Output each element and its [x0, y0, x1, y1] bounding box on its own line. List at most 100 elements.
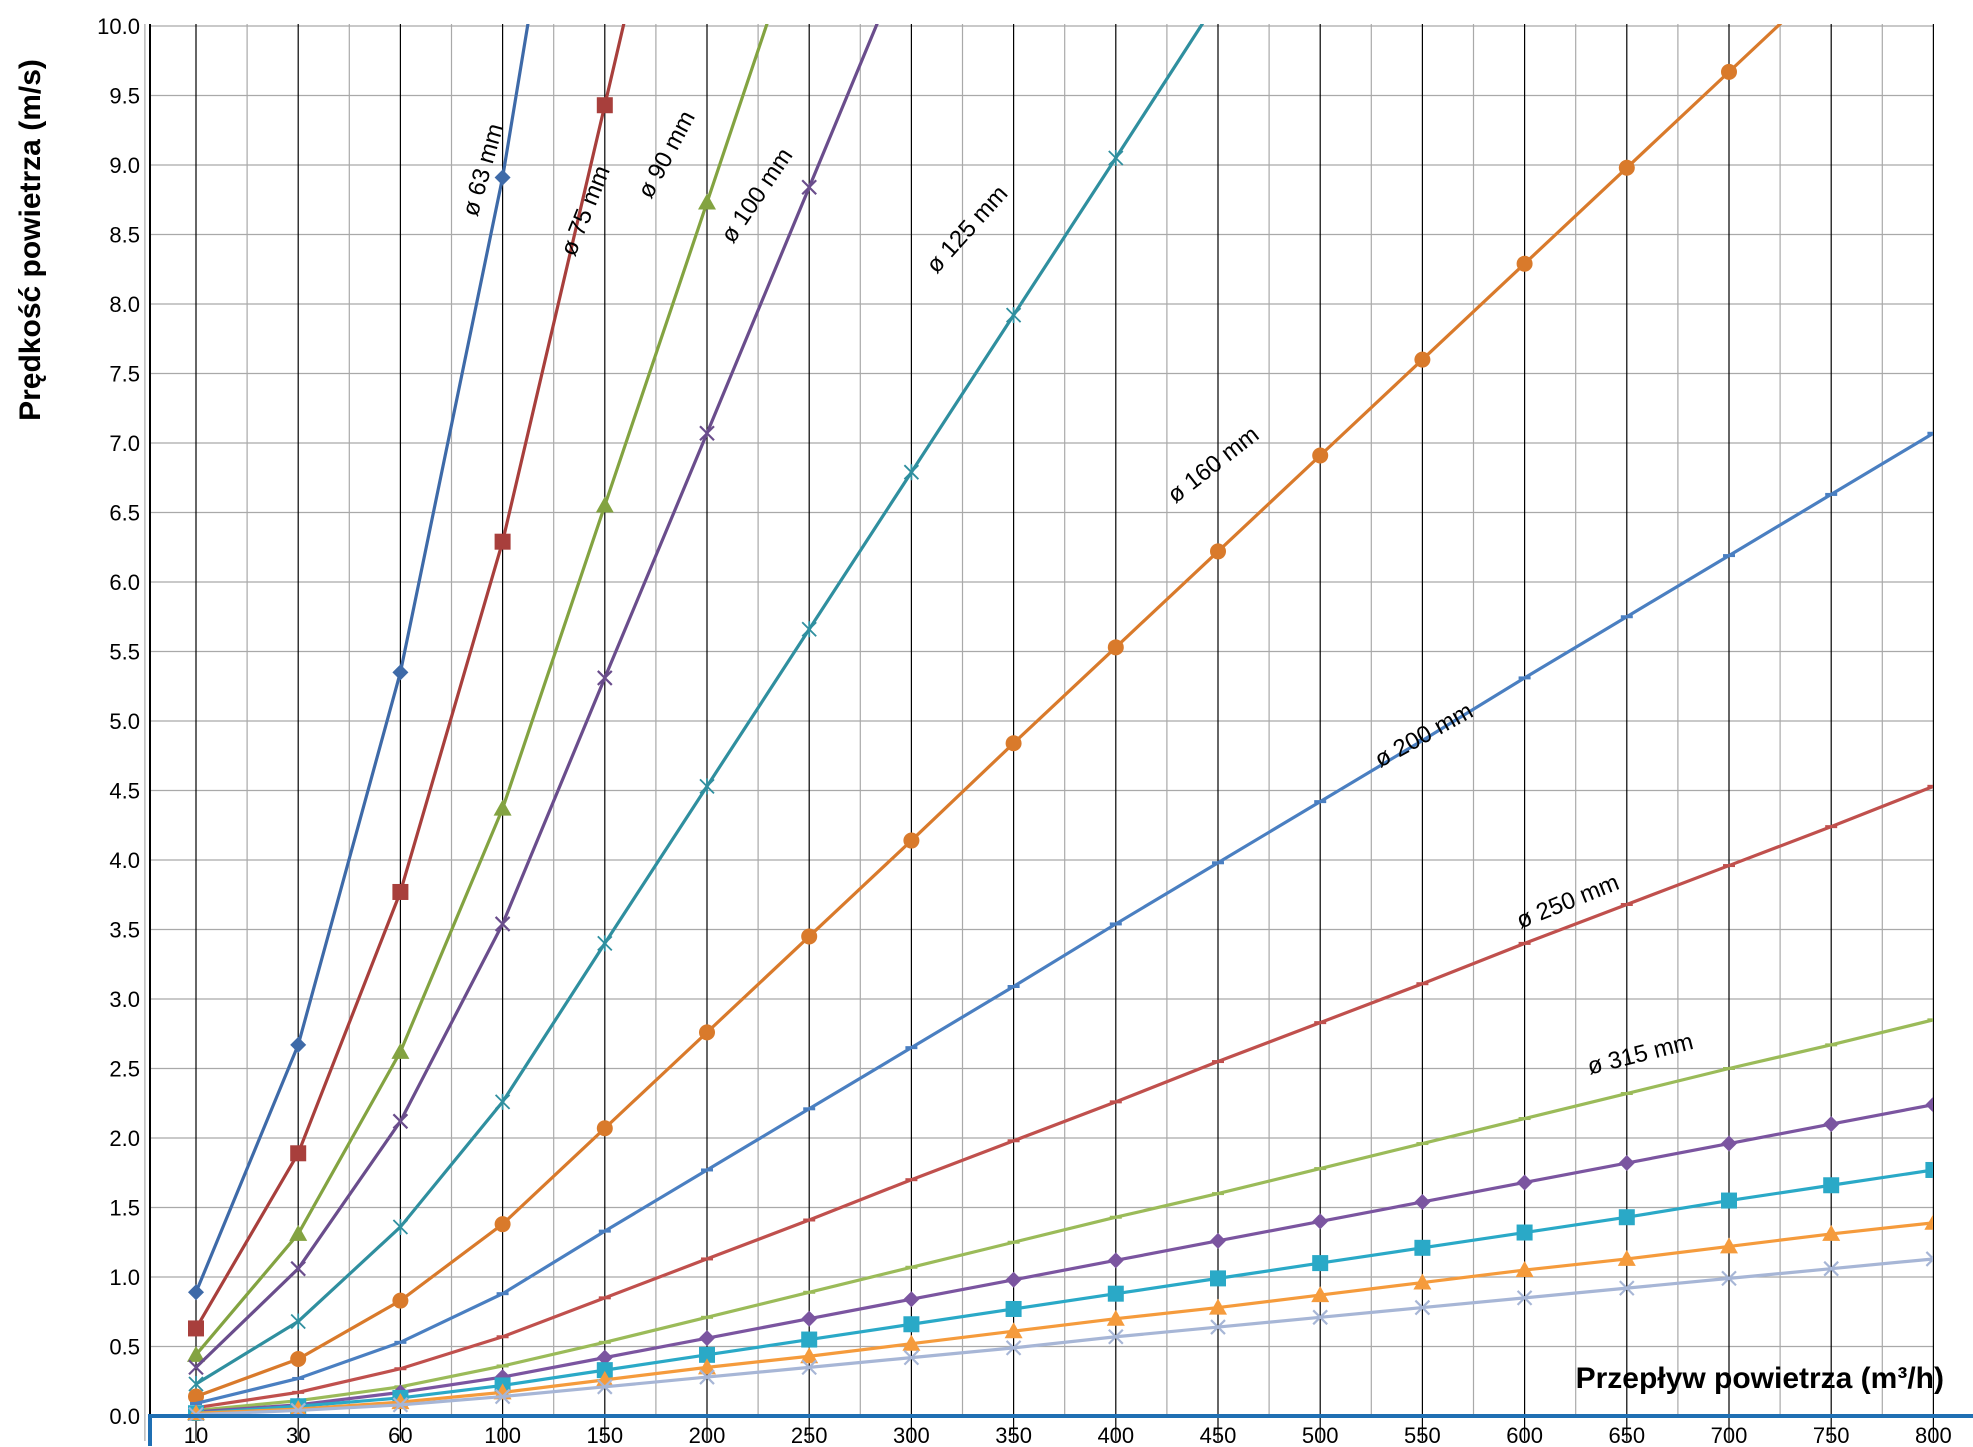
data-point: [188, 1320, 204, 1337]
y-tick-label: 3.5: [109, 918, 140, 943]
data-point: [1413, 1273, 1432, 1290]
data-point: [801, 1331, 818, 1348]
x-tick-label: 30: [286, 1423, 310, 1447]
y-tick-label: 0.0: [109, 1404, 140, 1429]
y-axis-label: Prędkość powietrza (m/s): [14, 59, 47, 421]
data-point: [1618, 1209, 1635, 1226]
data-point: [1515, 1261, 1534, 1278]
x-tick-label: 450: [1200, 1423, 1237, 1447]
data-point: [494, 1216, 511, 1233]
data-point: [188, 1388, 204, 1405]
y-tick-label: 8.0: [109, 292, 140, 317]
data-point: [1005, 735, 1022, 752]
data-point: [801, 928, 818, 945]
data-point: [801, 1359, 817, 1376]
data-point: [596, 1349, 613, 1366]
series-line: [195, 1257, 1933, 1417]
data-point: [597, 670, 613, 686]
data-point: [801, 179, 817, 196]
y-tick-label: 6.5: [109, 501, 140, 526]
x-axis-frame: [148, 1414, 1973, 1446]
data-point: [596, 97, 613, 114]
data-point: [1005, 307, 1022, 324]
series-line: [195, 784, 1933, 1410]
y-tick-label: 5.0: [109, 709, 140, 734]
data-point: [1312, 1309, 1328, 1326]
y-tick-label: 1.5: [109, 1196, 140, 1221]
axis-layer: 0.0 0.5 1.0 1.5 2.0 2.5 3.0 3.5 4.0 4.5 5.0 5.5 6.0 6…: [97, 14, 1973, 1447]
series-layer: [187, 24, 1933, 1421]
data-point: [698, 193, 716, 210]
data-point: [699, 1346, 715, 1363]
data-point: [1516, 1224, 1533, 1241]
x-tick-label: 150: [586, 1423, 623, 1447]
data-point: [698, 1358, 716, 1375]
data-point: [596, 1120, 613, 1137]
x-tick-label: 350: [995, 1423, 1032, 1447]
data-point: [903, 1291, 920, 1308]
data-point: [1209, 1298, 1227, 1315]
data-point: [1721, 1135, 1737, 1152]
series-line: [194, 24, 879, 1369]
data-point: [1822, 1224, 1841, 1241]
data-point: [1924, 1214, 1933, 1230]
annotation-layer: ø 63 mm ø 75 mm ø 90 mm ø 100 mm ø 125 mm ø 1…: [457, 106, 1696, 1080]
x-tick-label: 550: [1404, 1423, 1441, 1447]
diameter-annotation: ø 315 mm: [1585, 1028, 1696, 1080]
data-point: [1005, 1271, 1022, 1288]
data-point: [392, 1218, 409, 1235]
series-line: [194, 24, 626, 1330]
data-point: [290, 1351, 307, 1368]
series-line: [195, 1168, 1933, 1415]
data-point: [1414, 351, 1431, 368]
x-tick-label: 400: [1097, 1423, 1134, 1447]
series-line: [195, 1221, 1933, 1415]
data-point: [1312, 447, 1329, 464]
data-point: [699, 1024, 715, 1041]
y-tick-label: 4.0: [109, 848, 140, 873]
data-point: [188, 1284, 204, 1301]
data-point: [494, 1388, 511, 1405]
diameter-annotation: ø 100 mm: [716, 143, 799, 248]
data-point: [391, 1042, 410, 1059]
data-point: [595, 496, 614, 513]
data-point: [699, 425, 715, 442]
x-tick-label: 750: [1813, 1423, 1850, 1447]
diameter-annotation: ø 63 mm: [457, 121, 509, 219]
data-point: [290, 1145, 307, 1162]
data-point: [494, 1093, 511, 1110]
data-point: [290, 1036, 307, 1053]
data-point: [1721, 63, 1737, 80]
x-tick-label: 600: [1506, 1423, 1543, 1447]
series-line: [195, 24, 1205, 1386]
y-tick-label: 0.5: [109, 1335, 140, 1360]
data-point: [596, 1362, 613, 1379]
diameter-annotation: ø 125 mm: [921, 180, 1013, 278]
data-point: [1005, 1340, 1022, 1356]
data-point: [1516, 1290, 1533, 1306]
y-tick-label: 6.0: [109, 570, 140, 595]
data-point: [801, 621, 817, 638]
data-point: [1823, 1260, 1839, 1277]
data-point: [1618, 1155, 1635, 1172]
data-point: [1107, 1285, 1124, 1302]
data-point: [903, 1316, 920, 1333]
data-point: [1823, 1177, 1840, 1194]
data-point: [597, 1379, 613, 1395]
data-point: [1618, 159, 1635, 176]
data-point: [1107, 639, 1124, 656]
data-point: [1210, 543, 1226, 560]
data-point: [1210, 1270, 1226, 1287]
x-tick-label: 200: [689, 1423, 726, 1447]
x-tick-label: 500: [1302, 1423, 1339, 1447]
data-point: [1823, 1116, 1840, 1133]
x-tick-label: 700: [1711, 1423, 1748, 1447]
data-point: [1925, 1251, 1933, 1267]
y-tick-label: 7.5: [109, 362, 140, 387]
y-tick-label: 2.5: [109, 1057, 140, 1082]
data-point: [801, 1310, 818, 1327]
data-point: [289, 1224, 308, 1241]
data-point: [1005, 1300, 1022, 1317]
data-point: [699, 1369, 715, 1385]
